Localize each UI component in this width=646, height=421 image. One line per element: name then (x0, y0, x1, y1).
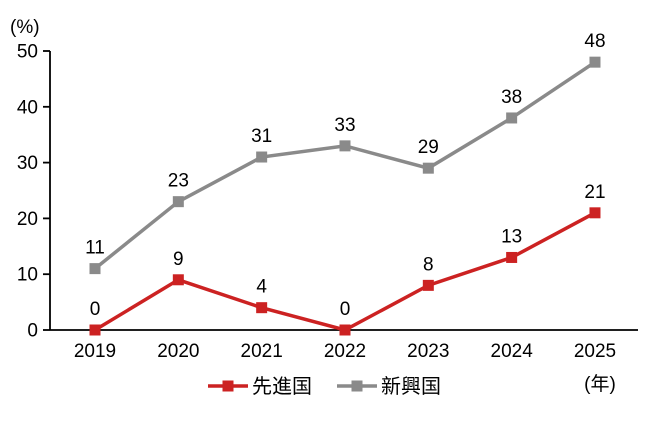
data-point-label: 33 (334, 115, 355, 136)
data-point-label: 31 (251, 126, 272, 147)
legend-label: 新興国 (381, 375, 441, 398)
data-point-marker (506, 251, 518, 263)
data-point-marker (339, 324, 351, 336)
y-tick-label: 40 (17, 97, 38, 118)
legend-label: 先進国 (252, 375, 312, 398)
x-tick-label: 2021 (241, 341, 283, 362)
legend-marker (351, 380, 363, 392)
data-point-label: 4 (256, 277, 267, 298)
y-tick-label: 20 (17, 209, 38, 230)
data-point-label: 21 (584, 182, 605, 203)
data-point-marker (172, 196, 184, 208)
legend-marker (222, 380, 234, 392)
x-tick-label: 2024 (491, 341, 534, 362)
x-tick-label: 2025 (574, 341, 616, 362)
y-tick-label: 50 (17, 42, 38, 63)
x-tick-label: 2023 (407, 341, 449, 362)
data-point-marker (506, 112, 518, 124)
y-tick-label: 10 (17, 265, 38, 286)
y-tick-label: 30 (17, 153, 38, 174)
y-tick-label: 0 (27, 321, 38, 342)
data-point-label: 9 (173, 249, 184, 270)
y-unit-label: (%) (10, 17, 40, 38)
data-point-marker (422, 279, 434, 291)
data-point-marker (172, 274, 184, 286)
data-point-label: 0 (340, 299, 351, 320)
data-point-label: 23 (168, 171, 189, 192)
data-point-marker (589, 207, 601, 219)
data-point-label: 8 (423, 254, 434, 275)
data-point-marker (589, 56, 601, 68)
data-point-label: 13 (501, 226, 522, 247)
data-point-label: 11 (85, 238, 105, 259)
data-point-label: 29 (418, 137, 439, 158)
x-tick-label: 2019 (74, 341, 116, 362)
x-unit-label: (年) (584, 373, 616, 395)
data-point-marker (89, 263, 101, 275)
data-point-label: 38 (501, 87, 522, 108)
data-point-marker (422, 162, 434, 174)
x-tick-label: 2020 (157, 341, 199, 362)
data-point-marker (339, 140, 351, 152)
data-point-marker (89, 324, 101, 336)
data-point-label: 48 (584, 31, 605, 52)
data-point-label: 0 (90, 299, 101, 320)
data-point-marker (256, 302, 268, 314)
data-point-marker (256, 151, 268, 163)
x-tick-label: 2022 (324, 341, 366, 362)
